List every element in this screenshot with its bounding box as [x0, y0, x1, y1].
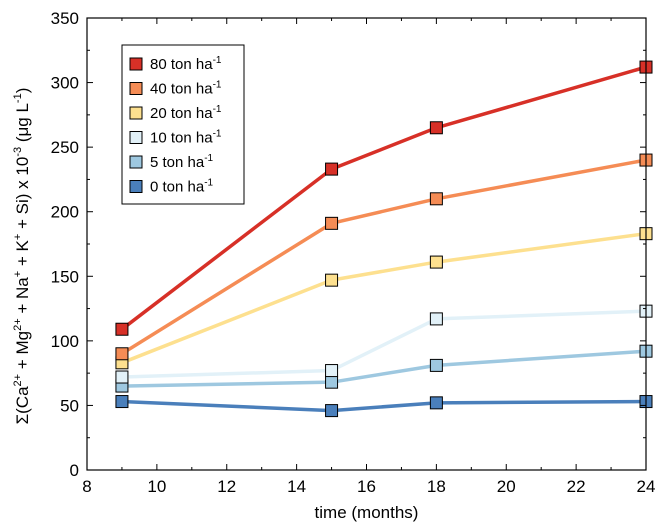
x-axis-label: time (months) [315, 503, 419, 522]
series-line [120, 65, 647, 331]
x-tick-label: 24 [637, 477, 656, 496]
series-line [121, 231, 647, 365]
x-tick-label: 8 [82, 477, 91, 496]
data-point [115, 395, 129, 409]
x-tick-label: 12 [217, 477, 236, 496]
x-tick-label: 14 [287, 477, 306, 496]
x-tick-label: 20 [497, 477, 516, 496]
data-point [429, 255, 443, 269]
x-tick-label: 18 [427, 477, 446, 496]
x-tick-label: 10 [147, 477, 166, 496]
legend-label: 10 ton ha-1 [150, 129, 222, 147]
series-line [121, 349, 647, 388]
data-point [429, 312, 443, 326]
legend-label: 80 ton ha-1 [150, 55, 222, 73]
x-tick-label: 16 [357, 477, 376, 496]
data-point [429, 358, 443, 372]
data-point [429, 396, 443, 410]
y-tick-label: 0 [70, 461, 79, 480]
data-point [325, 364, 339, 378]
plot-area [115, 60, 653, 418]
legend-label: 0 ton ha-1 [150, 178, 214, 196]
y-tick-label: 300 [51, 74, 79, 93]
y-axis-label: Σ(Ca2+ + Mg2+ + Na+ + K+ + Si) x 10-3 (μ… [12, 88, 32, 425]
legend-swatch [129, 106, 143, 120]
legend-box [121, 44, 245, 205]
series-line [121, 158, 647, 356]
data-point [325, 375, 339, 389]
axes: 8 10 12 14 16 18 20 22 24 0 50 100 150 200 250 300 350 [51, 9, 656, 496]
legend-swatch [129, 82, 143, 95]
y-tick-label: 100 [51, 332, 79, 351]
data-point [429, 192, 443, 206]
y-tick-label: 250 [51, 138, 79, 157]
data-point [325, 404, 339, 418]
y-tick-label: 350 [51, 9, 79, 28]
data-point [325, 273, 339, 287]
data-point [325, 162, 339, 176]
legend-label: 40 ton ha-1 [150, 80, 222, 98]
legend-swatch [129, 131, 143, 144]
y-tick-label: 150 [51, 267, 79, 286]
data-point [325, 216, 339, 230]
series-line [121, 309, 647, 379]
legend-label: 20 ton ha-1 [150, 104, 222, 122]
data-point [115, 347, 129, 361]
legend-swatch [129, 155, 143, 169]
data-point [429, 121, 443, 135]
legend-swatch [129, 57, 143, 71]
legend-label: 5 ton ha-1 [150, 153, 214, 171]
data-point [115, 370, 129, 384]
x-tick-label: 22 [567, 477, 586, 496]
data-point [115, 322, 129, 336]
y-tick-label: 200 [51, 203, 79, 222]
series-line [121, 399, 647, 413]
y-tick-label: 50 [60, 396, 79, 415]
legend-swatch [129, 180, 143, 193]
legend: 80 ton ha-1 40 ton ha-1 20 ton ha-1 10 ton … [121, 44, 245, 205]
